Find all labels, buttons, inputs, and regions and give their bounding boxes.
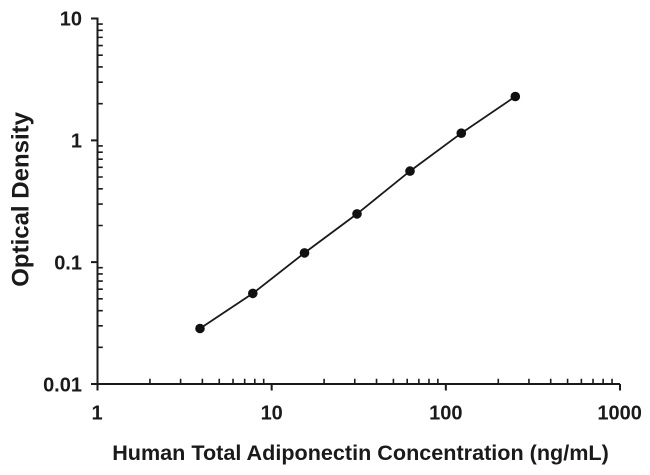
svg-text:1000: 1000	[597, 402, 642, 424]
svg-text:10: 10	[261, 402, 283, 424]
svg-text:1: 1	[91, 402, 102, 424]
svg-text:1: 1	[71, 131, 82, 153]
svg-text:Optical Density: Optical Density	[7, 111, 34, 286]
svg-text:0.01: 0.01	[43, 374, 82, 396]
svg-text:Human Total Adiponectin Concen: Human Total Adiponectin Concentration (n…	[112, 440, 609, 465]
svg-text:0.1: 0.1	[54, 253, 82, 275]
svg-text:100: 100	[429, 402, 462, 424]
svg-text:10: 10	[60, 9, 82, 31]
